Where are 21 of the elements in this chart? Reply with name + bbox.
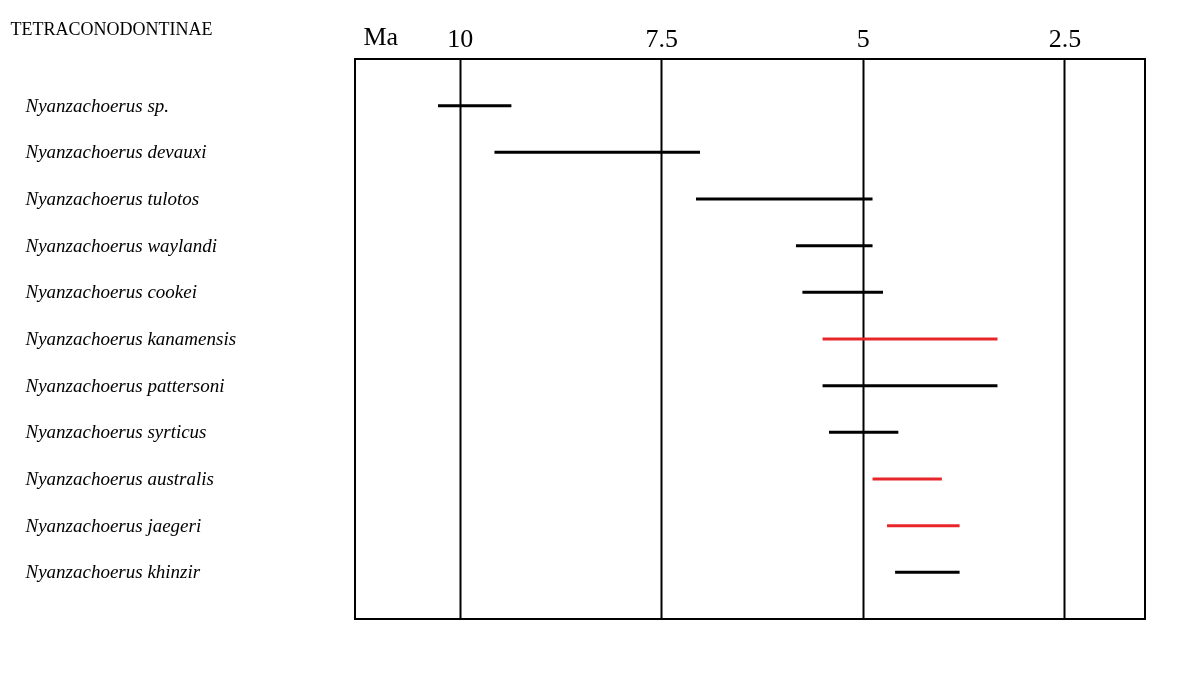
y-tick-label: Nyanzachoerus pattersoni [24,374,225,396]
bar [822,337,998,341]
y-axis-title: TETRACONODONTINAE [10,18,213,39]
x-axis-title: Ma [363,21,399,51]
bar [887,524,960,528]
y-tick-label: Nyanzachoerus tulotos [24,188,200,209]
x-tick-label: 7.5 [645,23,679,53]
y-tick-label: Nyanzachoerus devauxi [24,141,207,163]
y-tick-label: Nyanzachoerus jaegeri [24,514,202,536]
bar [895,570,960,574]
x-tick-label: 5 [856,23,870,53]
x-tick-label: 10 [447,23,474,53]
y-tick-label: Nyanzachoerus khinzir [24,561,201,583]
y-tick-label: Nyanzachoerus sp. [24,94,170,116]
x-tick-label: 2.5 [1048,23,1082,53]
y-tick-label: Nyanzachoerus australis [24,468,214,489]
y-tick-label: Nyanzachoerus kanamensis [24,328,237,349]
bar [872,477,942,481]
y-tick-label: Nyanzachoerus syrticus [24,421,207,443]
y-tick-label: Nyanzachoerus cookei [24,281,197,303]
y-tick-label: Nyanzachoerus waylandi [24,234,218,256]
